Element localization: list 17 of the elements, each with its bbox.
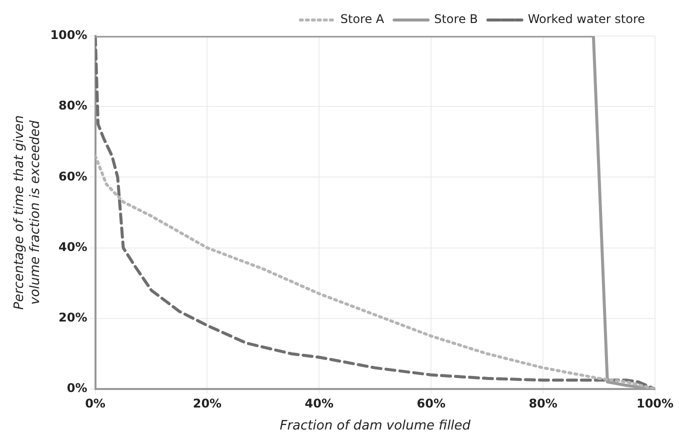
x-tick-label: 0% bbox=[85, 396, 106, 410]
x-tick-label: 60% bbox=[416, 396, 446, 410]
legend-label: Store A bbox=[340, 12, 385, 26]
x-tick-label: 100% bbox=[636, 396, 674, 410]
legend-label: Worked water store bbox=[528, 12, 646, 26]
x-tick-label: 20% bbox=[192, 396, 222, 410]
y-axis-title: Percentage of time that given volume fraction is exceeded bbox=[12, 115, 43, 310]
y-tick-label: 40% bbox=[58, 240, 88, 254]
x-tick-label: 40% bbox=[304, 396, 334, 410]
y-tick-label: 20% bbox=[58, 310, 88, 325]
y-tick-label: 80% bbox=[58, 98, 88, 113]
x-axis-title: Fraction of dam volume filled bbox=[280, 418, 472, 434]
y-tick-label: 60% bbox=[58, 169, 88, 184]
legend-label: Store B bbox=[434, 12, 478, 26]
x-tick-label: 80% bbox=[528, 396, 558, 410]
y-tick-label: 0% bbox=[66, 381, 88, 396]
y-tick-label: 100% bbox=[50, 28, 88, 42]
